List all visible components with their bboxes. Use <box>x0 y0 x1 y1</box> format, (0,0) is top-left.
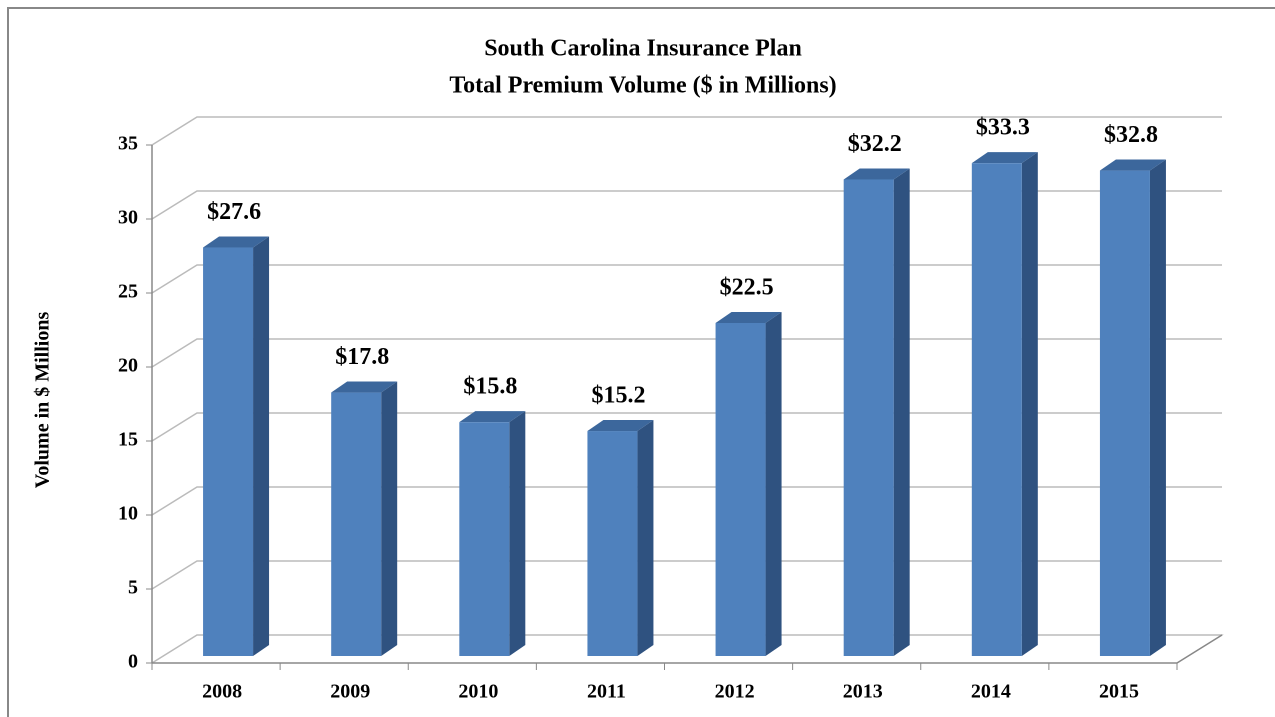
bar-top <box>843 168 910 180</box>
y-tick-label: 35 <box>118 133 138 155</box>
bar-side <box>893 168 910 656</box>
y-tick-label: 30 <box>118 207 138 229</box>
x-tick-label: 2008 <box>202 681 242 703</box>
bar-side <box>381 381 398 656</box>
bar <box>331 392 382 656</box>
value-label: $15.2 <box>591 383 645 409</box>
bar-top <box>971 152 1038 164</box>
x-tick-label: 2009 <box>330 681 370 703</box>
x-tick-label: 2013 <box>843 681 883 703</box>
bar-side <box>765 312 782 656</box>
bar-side <box>1149 159 1166 656</box>
bar-top <box>715 312 782 323</box>
bar <box>587 431 638 656</box>
value-label: $22.5 <box>720 275 774 301</box>
bar-top <box>459 411 526 423</box>
bar <box>1099 170 1150 656</box>
grid-line <box>151 116 1222 146</box>
value-label: $27.6 <box>207 199 261 225</box>
value-label: $15.8 <box>463 374 517 400</box>
chart-title: South Carolina Insurance Plan <box>484 36 802 62</box>
bar-side <box>1021 152 1038 656</box>
value-label: $32.2 <box>848 131 902 157</box>
x-tick-label: 2010 <box>458 681 498 703</box>
chart-subtitle: Total Premium Volume ($ in Millions) <box>449 73 836 99</box>
x-tick-label: 2015 <box>1099 681 1139 703</box>
y-tick-label: 15 <box>118 429 138 451</box>
bar <box>203 247 254 656</box>
bar-top <box>331 381 398 393</box>
y-tick-label: 5 <box>128 577 138 599</box>
bar-top <box>1099 159 1166 171</box>
value-label: $32.8 <box>1104 122 1158 148</box>
bar-side <box>509 411 526 656</box>
value-label: $33.3 <box>976 115 1030 141</box>
bar-top <box>203 236 270 248</box>
bar-side <box>637 420 654 656</box>
bar-side <box>253 236 270 656</box>
y-tick-label: 20 <box>118 355 138 377</box>
y-tick-label: 10 <box>118 503 138 525</box>
y-axis-label: Volume in $ Millions <box>32 312 54 489</box>
bar <box>843 179 894 656</box>
bar <box>459 422 510 656</box>
y-tick-label: 25 <box>118 281 138 303</box>
y-tick-label: 0 <box>128 651 138 673</box>
value-label: $17.8 <box>335 344 389 370</box>
back-wall <box>150 634 1224 664</box>
bar <box>971 163 1022 656</box>
x-tick-label: 2011 <box>587 681 626 703</box>
bar <box>715 323 766 656</box>
bar-top <box>587 420 654 432</box>
x-tick-label: 2014 <box>971 681 1011 703</box>
x-tick-label: 2012 <box>715 681 755 703</box>
